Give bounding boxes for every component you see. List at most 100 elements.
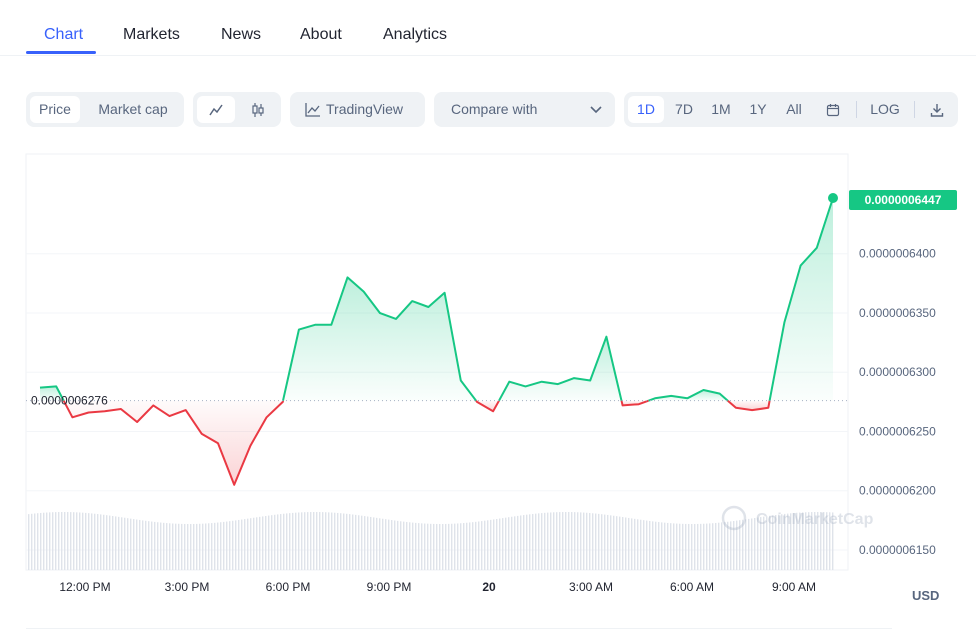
volume-bar — [616, 516, 618, 570]
tradingview-button[interactable]: TradingView — [290, 92, 425, 127]
volume-bar — [790, 513, 792, 570]
tab-about[interactable]: About — [300, 26, 342, 43]
volume-bar — [820, 512, 822, 570]
volume-bar — [229, 521, 231, 570]
volume-bar — [385, 519, 387, 570]
volume-bar — [772, 515, 774, 570]
market-cap-button[interactable]: Market cap — [98, 101, 168, 117]
candlestick-button[interactable] — [239, 96, 277, 123]
volume-bar — [58, 512, 60, 570]
volume-bar — [124, 517, 126, 570]
volume-bar — [700, 523, 702, 570]
volume-bar — [424, 523, 426, 570]
range-1y[interactable]: 1Y — [749, 101, 767, 117]
log-button[interactable]: LOG — [870, 101, 900, 117]
volume-bar — [688, 523, 690, 570]
volume-bar — [775, 514, 777, 570]
volume-bar — [667, 522, 669, 570]
volume-bar — [601, 514, 603, 570]
volume-bar — [520, 515, 522, 570]
range-all[interactable]: All — [786, 101, 802, 117]
volume-bar — [796, 512, 798, 570]
volume-bar — [346, 513, 348, 570]
tab-news[interactable]: News — [221, 26, 262, 43]
volume-bar — [187, 523, 189, 570]
volume-bar — [634, 518, 636, 570]
volume-bar — [46, 512, 48, 570]
line-chart-button[interactable] — [197, 96, 235, 123]
volume-bar — [166, 523, 168, 570]
volume-bar — [112, 515, 114, 570]
volume-bar — [292, 512, 294, 570]
price-line-up — [768, 197, 834, 401]
download-button[interactable] — [922, 96, 952, 123]
y-tick-label: 0.0000006300 — [859, 365, 936, 379]
price-button[interactable]: Price — [30, 96, 80, 123]
volume-bar — [49, 512, 51, 570]
volume-bar — [163, 522, 165, 570]
volume-bar — [367, 516, 369, 570]
volume-bar — [649, 520, 651, 570]
volume-bar — [763, 516, 765, 570]
volume-bar — [568, 512, 570, 570]
volume-bar — [628, 517, 630, 570]
volume-bar — [448, 523, 450, 570]
range-1m[interactable]: 1M — [711, 101, 731, 117]
calendar-button[interactable] — [818, 96, 848, 123]
compare-dropdown[interactable]: Compare with — [434, 92, 615, 127]
volume-bar — [799, 512, 801, 570]
volume-bar — [97, 514, 99, 570]
volume-bar — [70, 512, 72, 570]
x-tick-label: 6:00 AM — [670, 580, 714, 594]
volume-bar — [265, 515, 267, 570]
volume-bar — [754, 517, 756, 570]
volume-bar — [349, 514, 351, 570]
tab-chart[interactable]: Chart — [44, 26, 84, 43]
volume-bar — [490, 519, 492, 570]
volume-bar — [235, 520, 237, 570]
volume-bar — [313, 512, 315, 570]
volume-bar — [394, 520, 396, 570]
volume-bar — [475, 521, 477, 570]
volume-bar — [604, 514, 606, 570]
volume-bar — [337, 512, 339, 570]
price-chart[interactable]: 0.0000006276 0.0000006400 0.0000006350 0.0… — [0, 150, 976, 636]
tab-analytics[interactable]: Analytics — [383, 26, 448, 43]
volume-bar — [721, 522, 723, 570]
tab-markets[interactable]: Markets — [123, 26, 180, 43]
x-tick-label: 9:00 PM — [367, 580, 412, 594]
volume-bar — [826, 512, 828, 570]
volume-bar — [496, 518, 498, 570]
volume-bar — [355, 514, 357, 570]
volume-bar — [808, 512, 810, 570]
volume-bar — [679, 523, 681, 570]
volume-bar — [745, 519, 747, 570]
volume-bar — [556, 512, 558, 570]
volume-bar — [715, 522, 717, 570]
area-above-open — [648, 390, 728, 401]
volume-bar — [160, 522, 162, 570]
volume-bar — [82, 512, 84, 570]
area-above-open — [283, 277, 477, 401]
price-chart-svg[interactable]: 0.0000006276 0.0000006400 0.0000006350 0.0… — [0, 150, 976, 636]
volume-bar — [376, 517, 378, 570]
volume-bar — [178, 523, 180, 570]
range-7d[interactable]: 7D — [675, 101, 693, 117]
volume-bar — [232, 520, 234, 570]
volume-bar — [652, 521, 654, 570]
volume-bar — [697, 523, 699, 570]
volume-bar — [718, 522, 720, 570]
volume-bar — [526, 514, 528, 570]
volume-bar — [196, 523, 198, 570]
volume-bar — [400, 521, 402, 570]
volume-bar — [208, 523, 210, 570]
volume-bar — [592, 513, 594, 570]
volume-bar — [409, 522, 411, 570]
volume-bar — [787, 513, 789, 570]
price-line-down — [475, 400, 500, 413]
volume-bar — [436, 523, 438, 570]
volume-bar — [805, 512, 807, 570]
volume-bar — [133, 519, 135, 570]
range-1d[interactable]: 1D — [628, 96, 664, 123]
volume-bar — [511, 516, 513, 570]
